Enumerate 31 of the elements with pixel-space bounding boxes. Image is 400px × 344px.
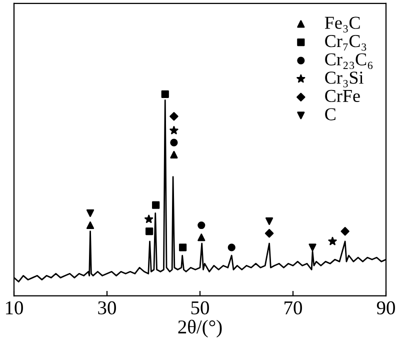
point	[228, 244, 236, 252]
point	[265, 217, 274, 226]
point	[170, 138, 178, 146]
point	[170, 126, 178, 134]
legend-label: Fe₃C	[324, 16, 360, 32]
x-tick-label: 30	[98, 301, 116, 314]
point	[308, 244, 316, 252]
point	[178, 244, 187, 252]
x-tick-label: 90	[376, 301, 395, 314]
point	[161, 90, 169, 98]
point	[144, 214, 154, 223]
point	[86, 209, 94, 217]
point	[86, 221, 94, 230]
legend-label: C	[325, 108, 336, 120]
point	[170, 150, 178, 158]
x-axis-title: 2θ/(°)	[178, 320, 222, 338]
legend-label: CrFe	[325, 90, 360, 102]
point	[264, 228, 274, 238]
x-tick-label: 70	[284, 301, 302, 314]
point	[170, 112, 178, 121]
x-tick-label: 50	[191, 301, 209, 314]
point	[146, 228, 154, 236]
legend-label: Cr₇C₃	[325, 35, 366, 51]
point	[152, 201, 160, 209]
point	[198, 221, 206, 230]
point	[340, 226, 350, 236]
point	[198, 234, 206, 242]
legend-label: Cr₃Si	[325, 72, 364, 88]
x-tick-label: 10	[6, 301, 23, 314]
point	[328, 236, 337, 246]
legend-label: Cr₂₃C₆	[325, 53, 373, 70]
